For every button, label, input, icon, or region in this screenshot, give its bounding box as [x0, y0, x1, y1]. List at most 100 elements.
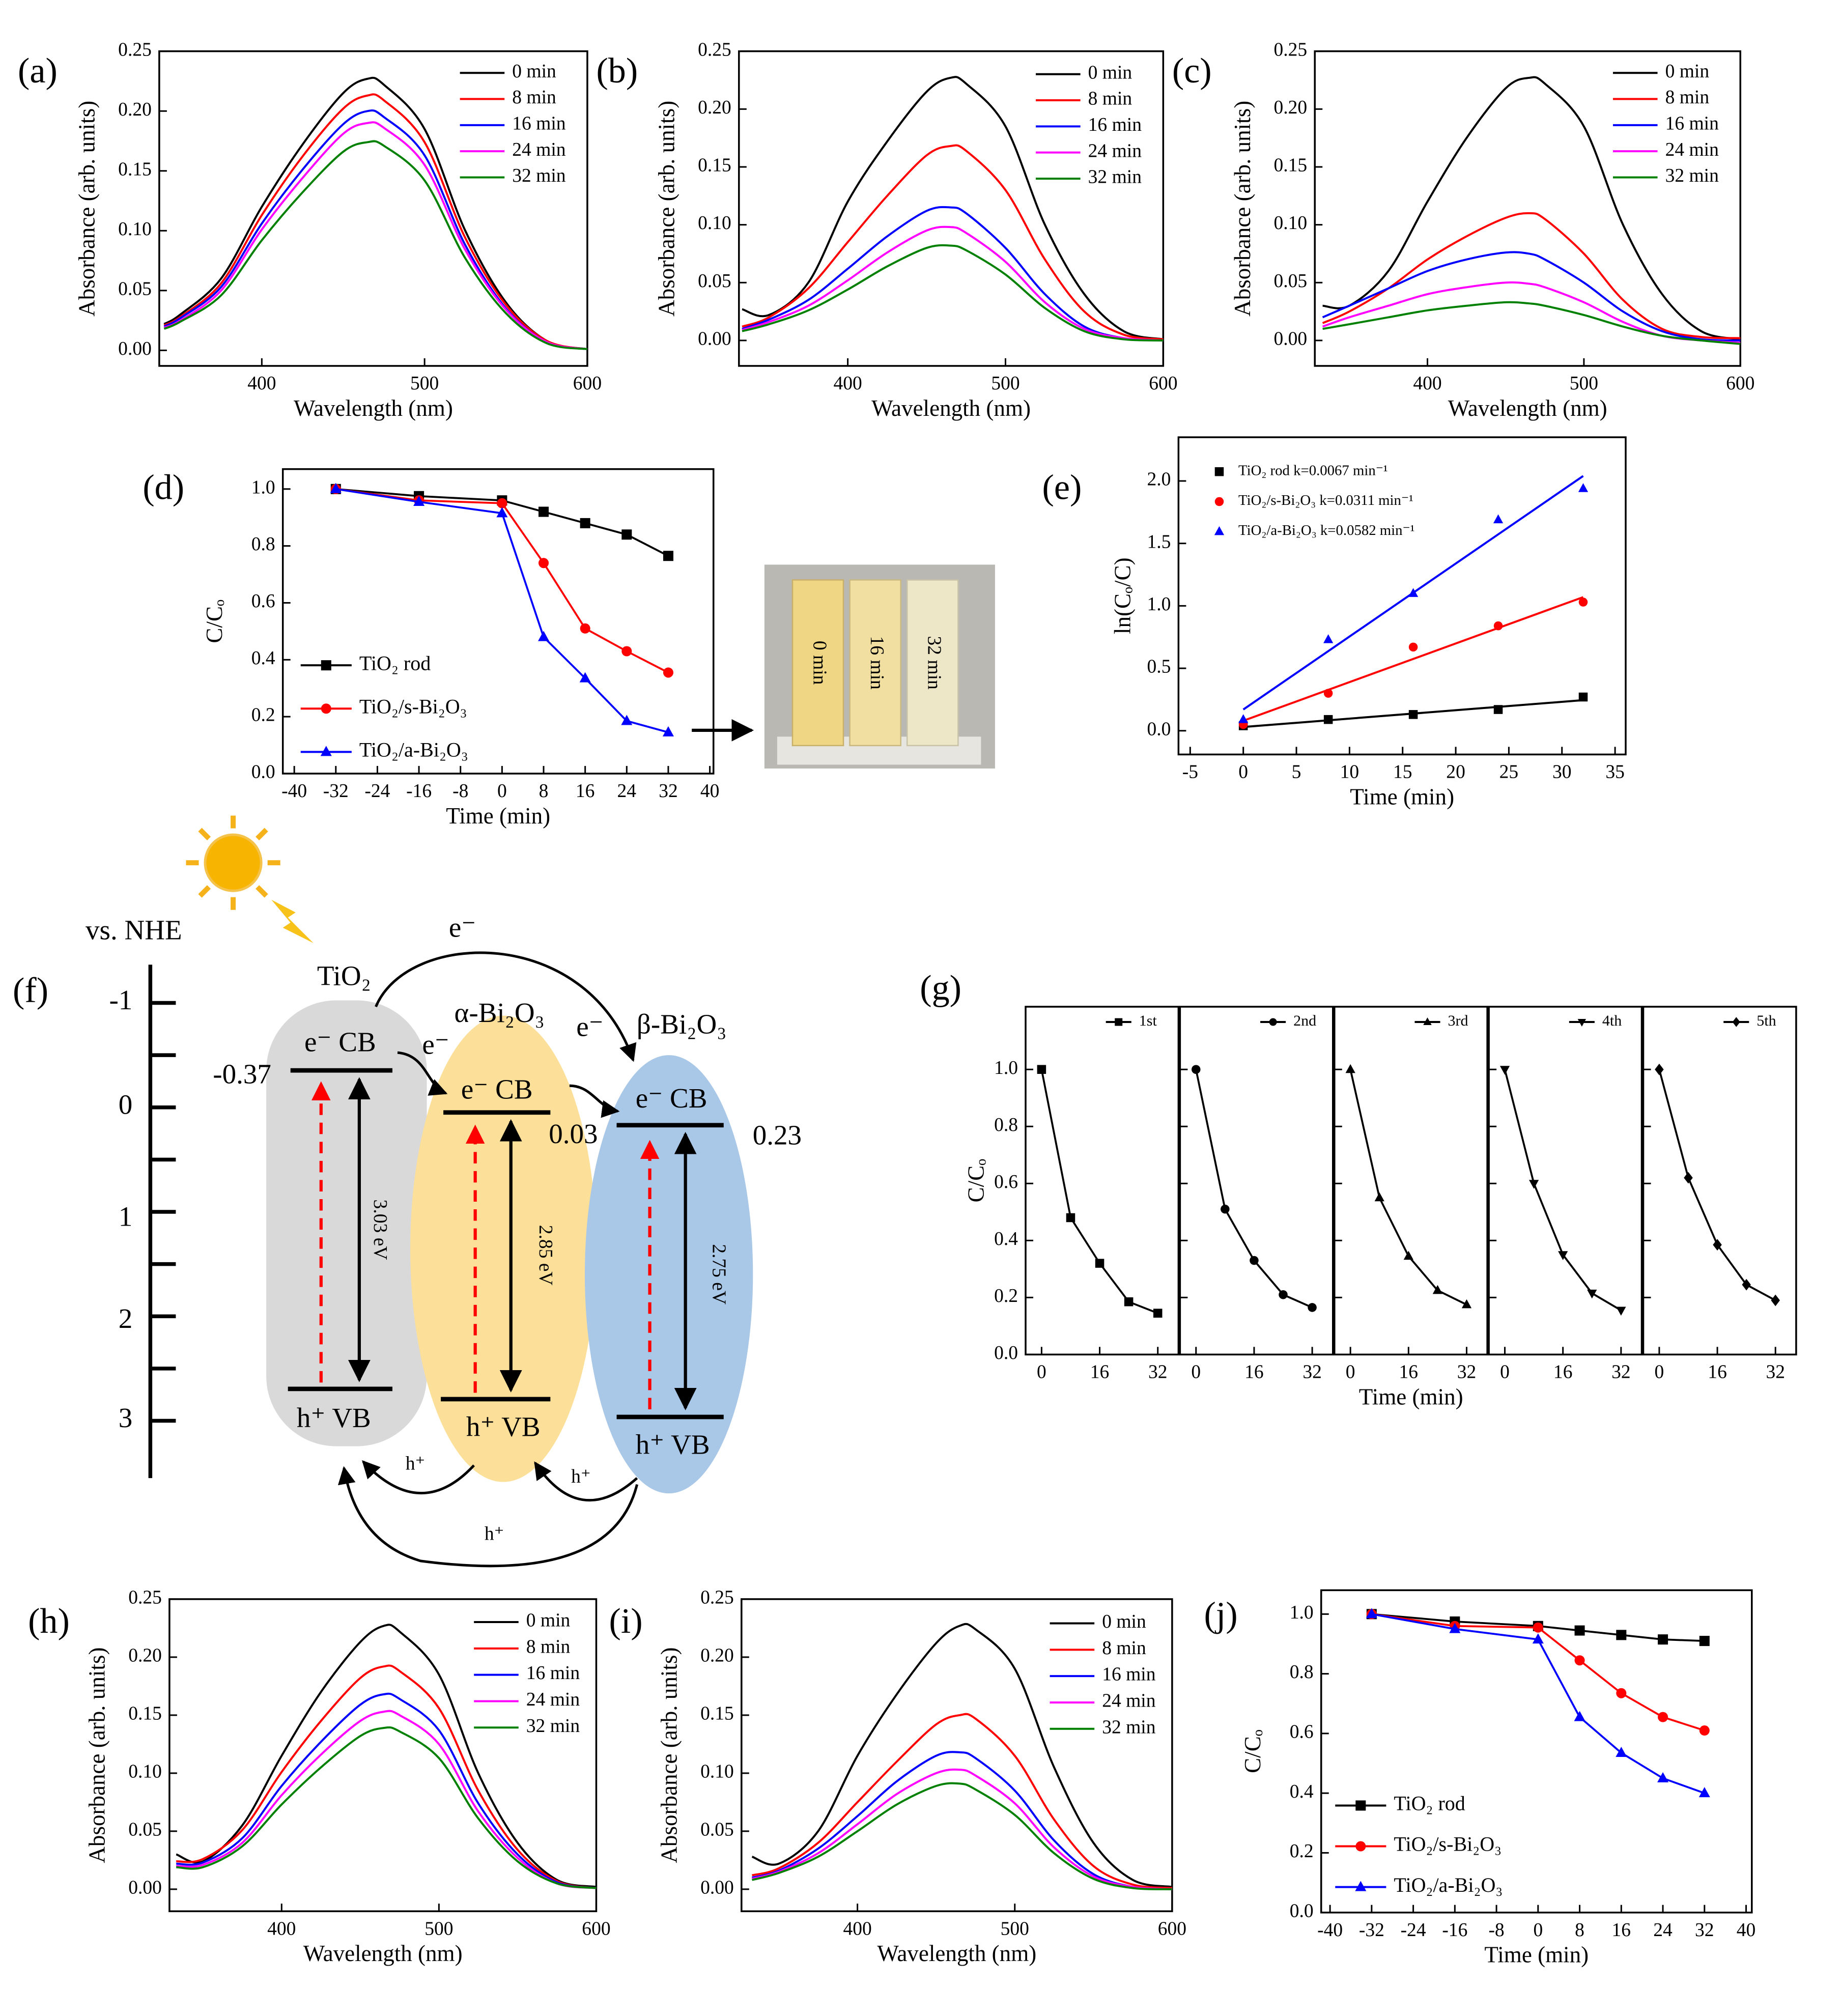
series-line — [742, 206, 1164, 342]
marker — [1657, 1772, 1669, 1782]
y-tick-label: 0.10 — [118, 219, 152, 240]
marker — [663, 551, 673, 561]
transfer-label: h⁺ — [571, 1466, 591, 1487]
panel-label: (a) — [18, 51, 58, 91]
marker — [1713, 1239, 1722, 1251]
x-tick-label: 0 — [1500, 1362, 1510, 1383]
legend-label: 16 min — [1102, 1664, 1156, 1685]
panel-label: (b) — [596, 51, 638, 91]
marker — [1616, 1307, 1626, 1316]
panel-label: (e) — [1042, 468, 1082, 507]
marker — [580, 623, 590, 634]
marker — [1587, 1289, 1597, 1299]
x-axis-label: Wavelength (nm) — [294, 395, 453, 421]
series-line — [752, 1751, 1172, 1890]
potential-label: 3 — [119, 1402, 133, 1433]
lightning — [271, 899, 314, 943]
x-tick-label: 32 — [1457, 1362, 1477, 1383]
x-tick-label: 0 — [497, 781, 507, 802]
photo-label: 16 min — [866, 636, 887, 690]
x-tick-label: -40 — [1317, 1920, 1343, 1941]
x-tick-label: -8 — [452, 781, 468, 802]
series-line — [752, 1782, 1172, 1890]
legend-label: 8 min — [1088, 89, 1132, 109]
marker — [1558, 1251, 1568, 1260]
y-tick-label: 0.15 — [698, 155, 731, 176]
marker — [1279, 1290, 1288, 1299]
marker — [1532, 1633, 1544, 1644]
y-tick-label: 0.25 — [1274, 39, 1308, 60]
x-tick-label: 600 — [573, 373, 602, 394]
x-tick-label: -8 — [1488, 1920, 1504, 1941]
plot-frame — [168, 1598, 598, 1912]
legend-marker — [1115, 1018, 1123, 1026]
legend-marker — [1355, 1841, 1366, 1852]
y-tick-label: 0.00 — [698, 329, 731, 350]
marker — [1066, 1213, 1075, 1223]
legend-label: 16 min — [512, 113, 566, 134]
x-tick-label: 5 — [1292, 762, 1301, 783]
x-tick-label: -32 — [1359, 1920, 1384, 1941]
legend-label: 0 min — [526, 1610, 571, 1631]
y-tick-label: 0.15 — [700, 1703, 734, 1724]
marker — [1403, 1251, 1413, 1260]
x-tick-label: 500 — [424, 1918, 453, 1939]
marker — [1095, 1259, 1104, 1268]
band-gap: 3.03 eV — [370, 1200, 390, 1260]
marker — [539, 558, 549, 569]
series-line — [752, 1713, 1173, 1889]
y-tick-label: 0.00 — [700, 1878, 734, 1898]
x-tick-label: 400 — [247, 373, 276, 394]
transfer-label: e⁻ — [449, 912, 476, 943]
x-tick-label: 0 — [1238, 762, 1248, 783]
series-line — [752, 1768, 1172, 1890]
x-tick-label: 16 — [1553, 1362, 1573, 1383]
legend-label: 24 min — [1088, 140, 1142, 161]
y-tick-label: 0.20 — [128, 1645, 162, 1666]
x-tick-label: 0 — [1533, 1920, 1543, 1941]
marker — [621, 529, 632, 540]
y-tick-label: 0.00 — [1274, 329, 1308, 350]
y-axis-label: C/Cₒ — [202, 600, 227, 643]
x-tick-label: 16 — [1399, 1362, 1419, 1383]
y-tick-label: 0.25 — [128, 1587, 162, 1608]
marker — [413, 495, 425, 506]
marker — [1771, 1294, 1780, 1307]
y-tick-label: 0.8 — [251, 534, 275, 555]
marker — [580, 518, 590, 528]
band-gap: 2.75 eV — [709, 1244, 729, 1304]
potential-label: -1 — [109, 984, 132, 1015]
legend-label: 8 min — [526, 1636, 571, 1657]
photo-label: 32 min — [924, 636, 945, 690]
series-line — [176, 1624, 597, 1888]
y-tick-label: 0.05 — [118, 278, 152, 299]
series-line — [742, 225, 1164, 342]
marker — [1374, 1192, 1384, 1202]
y-tick-label: 0.8 — [1290, 1662, 1314, 1683]
plot-frame — [1179, 1006, 1334, 1356]
x-tick-label: 600 — [1726, 373, 1754, 394]
marker — [621, 715, 633, 725]
x-axis-label: Time (min) — [1484, 1942, 1589, 1968]
x-tick-label: -32 — [323, 781, 349, 802]
panel-label: (h) — [28, 1602, 70, 1641]
x-tick-label: 500 — [1570, 373, 1598, 394]
plot-frame — [158, 50, 588, 367]
legend-marker — [321, 703, 331, 714]
y-tick-label: 1.0 — [1290, 1602, 1314, 1623]
x-tick-label: 600 — [1149, 373, 1177, 394]
cb-potential: -0.37 — [213, 1058, 271, 1089]
marker — [1408, 710, 1418, 719]
marker — [1616, 1630, 1627, 1640]
material-name: β-Bi₂O₃ — [637, 1009, 726, 1040]
y-tick-label: 0.05 — [128, 1820, 162, 1840]
tio2-band — [266, 1000, 427, 1446]
transfer-label: e⁻ — [576, 1011, 604, 1042]
photo: 0 min 16 min 32 min — [764, 564, 995, 769]
marker — [1578, 692, 1588, 702]
marker — [1578, 598, 1588, 607]
transfer-arrows — [337, 951, 638, 1568]
x-tick-label: 16 — [1244, 1362, 1264, 1383]
y-tick-label: 0.2 — [1290, 1841, 1314, 1862]
sun — [186, 815, 280, 910]
